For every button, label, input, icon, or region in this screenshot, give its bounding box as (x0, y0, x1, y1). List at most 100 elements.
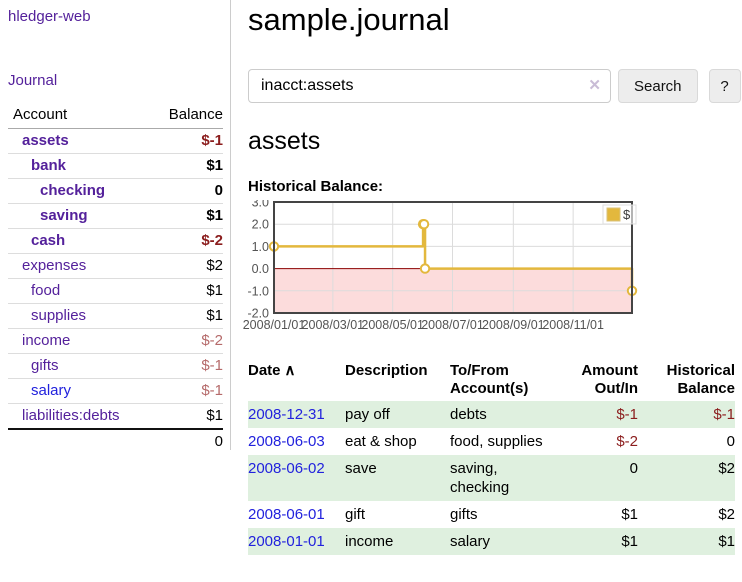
search-input[interactable] (248, 69, 611, 103)
register-row: 2008-06-03 eat & shop food, supplies $-2 0 (248, 428, 735, 455)
register-column-label: Date (248, 362, 281, 379)
account-link[interactable]: saving (40, 207, 88, 224)
register-row: 2008-06-01 gift gifts $1 $2 (248, 501, 735, 528)
balance-column-header: Balance (152, 102, 223, 129)
account-cell: assets (8, 129, 153, 154)
register-description-cell: save (345, 455, 450, 501)
clear-search-icon[interactable]: ✕ (588, 77, 601, 94)
register-column-header: Historical Balance (638, 360, 735, 401)
register-amount-cell: 0 (554, 455, 638, 501)
register-date-cell: 2008-06-02 (248, 455, 345, 501)
transaction-date-link[interactable]: 2008-06-03 (248, 433, 325, 450)
account-cell: liabilities:debts (8, 403, 153, 429)
sort-ascending-icon: ∧ (284, 362, 296, 379)
transaction-date-link[interactable]: 2008-12-31 (248, 406, 325, 423)
account-balance: $-1 (152, 353, 223, 379)
register-description-cell: gift (345, 506, 366, 523)
register-balance-cell: $1 (638, 528, 735, 555)
register-row: 2008-12-31 pay off debts $-1 $-1 (248, 401, 735, 428)
transaction-date-link[interactable]: 2008-06-01 (248, 506, 325, 523)
account-link[interactable]: liabilities:debts (22, 407, 120, 424)
account-link[interactable]: income (22, 332, 71, 349)
account-balance: 0 (152, 178, 223, 204)
register-description-cell: pay off (345, 401, 450, 428)
register-column-label: Amount Out/In (581, 362, 638, 397)
chart-data-point (419, 263, 431, 274)
search-input-wrapper: ✕ (248, 69, 611, 103)
register-accounts-cell: saving, checking (450, 455, 554, 501)
account-link[interactable]: cash (31, 232, 66, 249)
register-balance-cell: $2 (638, 455, 735, 501)
register-table: Date ∧ Description To/From Account(s) Amount… (248, 360, 735, 555)
register-date-cell: 2008-06-03 (248, 428, 345, 455)
transaction-date-link[interactable]: 2008-01-01 (248, 533, 325, 550)
account-link[interactable]: expenses (22, 257, 87, 274)
account-link[interactable]: bank (31, 157, 67, 174)
chart-title: Historical Balance: (248, 178, 384, 195)
account-balance: $1 (152, 203, 223, 229)
account-row: salary $-1 (8, 378, 223, 404)
account-column-header: Account (8, 102, 153, 129)
x-axis-tick-label: 2008/07/01 (421, 318, 484, 332)
account-link[interactable]: salary (31, 382, 72, 399)
main-content: sample.journal ✕ Search ? assets Histori… (243, 0, 742, 555)
account-balance: $1 (152, 153, 223, 179)
account-row: bank $1 (8, 153, 223, 179)
account-row: assets $-1 (8, 129, 223, 154)
transaction-date-link[interactable]: 2008-06-02 (248, 460, 325, 477)
register-balance-cell: $-1 (638, 401, 735, 428)
register-date-cell: 2008-06-01 (248, 501, 345, 528)
account-cell: gifts (8, 353, 153, 379)
y-axis-tick-label: 3.0 (252, 200, 269, 210)
account-balance: $2 (152, 253, 223, 279)
legend-swatch-icon (606, 207, 621, 222)
app-title-link[interactable]: hledger-web (8, 8, 91, 25)
account-link[interactable]: food (31, 282, 61, 299)
register-amount-cell: $1 (621, 506, 638, 523)
y-axis-tick-label: 1.0 (252, 240, 269, 254)
account-link[interactable]: gifts (31, 357, 59, 374)
x-axis-tick-label: 2008/09/01 (482, 318, 545, 332)
search-button[interactable]: Search (618, 69, 698, 103)
account-balance: $-2 (152, 328, 223, 354)
legend-label: $ (623, 207, 631, 222)
account-balance: $1 (152, 403, 223, 429)
account-cell: income (8, 328, 153, 354)
register-row: 2008-06-02 save saving, checking 0 $2 (248, 455, 735, 501)
account-link[interactable]: supplies (31, 307, 87, 324)
x-axis-tick-label: 2008/05/01 (361, 318, 424, 332)
account-row: checking 0 (8, 178, 223, 204)
account-balance: $1 (152, 303, 223, 329)
y-axis-tick-label: -1.0 (247, 284, 269, 298)
account-balance: $-1 (201, 132, 223, 149)
account-cell: expenses (8, 253, 153, 279)
help-button[interactable]: ? (708, 69, 741, 103)
register-amount-cell: $1 (554, 528, 638, 555)
chart-border (273, 201, 633, 314)
register-column-header: To/From Account(s) (450, 360, 554, 401)
sidebar: hledger-web Journal Account Balance asse… (0, 0, 231, 454)
x-axis-tick-label: 2008/01/01 (243, 318, 306, 332)
register-accounts-cell: food, supplies (450, 433, 543, 450)
register-row: 2008-01-01 income salary $1 $1 (248, 528, 735, 555)
account-row: food $1 (8, 278, 223, 304)
account-link[interactable]: checking (40, 182, 106, 199)
spacer (8, 428, 153, 454)
account-link[interactable]: assets (22, 132, 69, 149)
register-accounts-cell: debts (450, 401, 554, 428)
account-row: expenses $2 (8, 253, 223, 279)
search-form: ✕ Search ? (248, 69, 742, 103)
register-balance-cell: 0 (726, 433, 735, 450)
register-table-header: Date ∧ Description To/From Account(s) Amount… (248, 360, 735, 401)
account-section-title: assets (248, 127, 321, 155)
y-axis-tick-label: 2.0 (252, 218, 269, 232)
balance-chart-svg: $3.0 2.0 1.0 0.0 -1.0 -2.02008/01/012008/03/0… (243, 200, 638, 332)
accounts-table-header: Account Balance (8, 102, 223, 129)
register-column-header[interactable]: Date ∧ (248, 360, 345, 401)
register-balance-cell: $2 (718, 506, 735, 523)
register-column-header: Amount Out/In (554, 360, 638, 401)
account-cell: saving (8, 203, 153, 229)
account-cell: supplies (8, 303, 153, 329)
chart-data-point (418, 219, 430, 230)
sidebar-item-journal[interactable]: Journal (8, 72, 58, 89)
